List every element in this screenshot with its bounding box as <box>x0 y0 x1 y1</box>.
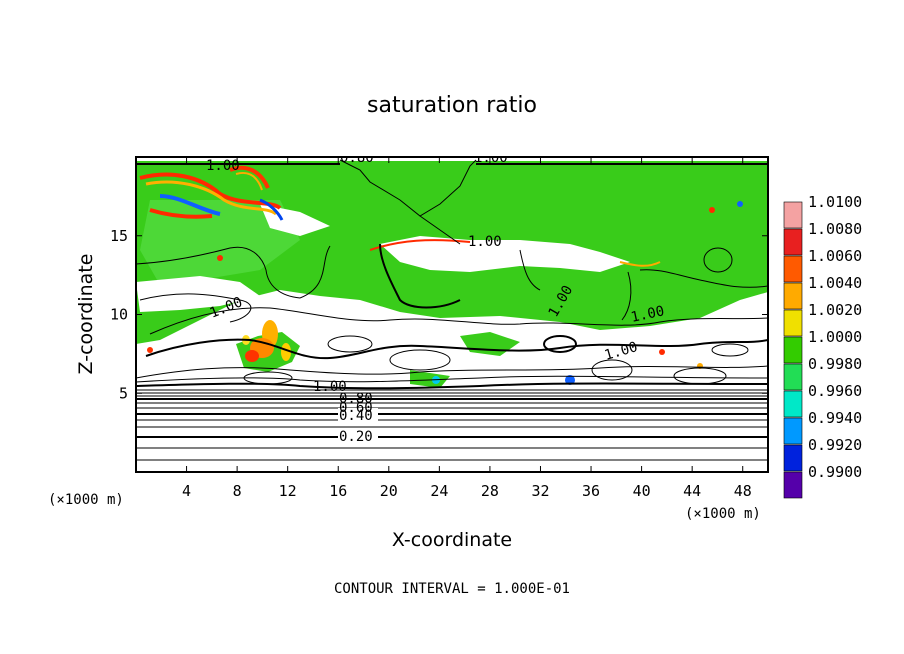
contour-interval-text: CONTOUR INTERVAL = 1.000E-01 <box>334 581 570 597</box>
contour-label-1: 0.40 <box>339 408 373 424</box>
colorbar-label: 1.0040 <box>808 274 862 292</box>
contour-label-6: 1.00 <box>468 234 502 250</box>
y-axis-ticks: 5 10 15 <box>110 227 768 402</box>
x-tick-label: 48 <box>734 482 752 500</box>
y-tick-label: 5 <box>119 384 128 402</box>
colorbar-swatch <box>783 309 803 337</box>
contour-label-2: 0.60 <box>339 400 373 416</box>
colorbar-swatch <box>783 282 803 310</box>
saturation-region-light <box>140 200 300 285</box>
contour-label-0: 0.20 <box>339 429 373 445</box>
y-unit-label: (×1000 m) <box>48 492 124 508</box>
colorbar-swatch <box>783 228 803 256</box>
x-tick-label: 12 <box>279 482 297 500</box>
colorbar-label: 1.0020 <box>808 301 862 319</box>
colorbar-label: 0.9900 <box>808 463 862 481</box>
y-axis-label: Z-coordinate <box>75 254 97 375</box>
colorbar-swatch <box>783 471 803 499</box>
colorbar-label: 1.0100 <box>808 193 862 211</box>
field-layer: 0.20 0.40 0.60 0.80 1.00 1.00 1.00 1.00 … <box>136 150 768 472</box>
x-tick-label: 8 <box>233 482 242 500</box>
colorbar-swatch <box>783 417 803 445</box>
colorbar-label: 0.9960 <box>808 382 862 400</box>
x-tick-label: 24 <box>430 482 448 500</box>
colorbar-label: 0.9980 <box>808 355 862 373</box>
x-tick-label: 44 <box>683 482 701 500</box>
x-tick-label: 4 <box>182 482 191 500</box>
x-axis-ticks: 4 8 12 16 20 24 28 32 36 40 44 48 <box>182 157 752 500</box>
x-tick-label: 40 <box>633 482 651 500</box>
saturation-patch-low-3 <box>410 370 450 388</box>
contour-label-8: 1.00 <box>630 303 666 326</box>
x-unit-label: (×1000 m) <box>685 506 761 522</box>
colorbar-label: 0.9940 <box>808 409 862 427</box>
chart-title: saturation ratio <box>367 93 537 118</box>
colorbar-label: 1.0060 <box>808 247 862 265</box>
colorbar-swatch <box>783 390 803 418</box>
colorbar-label: 1.0080 <box>808 220 862 238</box>
x-tick-label: 16 <box>329 482 347 500</box>
y-tick-label: 15 <box>110 227 128 245</box>
anomaly-marks <box>139 165 743 385</box>
contour-label-11: 0.80 <box>340 150 374 166</box>
contour-label-12: 1.00 <box>474 150 508 166</box>
colorbar-swatch <box>783 444 803 472</box>
colorbar-label: 1.0000 <box>808 328 862 346</box>
colorbar-swatch <box>783 363 803 391</box>
y-tick-label: 10 <box>110 306 128 324</box>
colorbar-swatch <box>783 336 803 364</box>
x-tick-label: 32 <box>531 482 549 500</box>
colorbar: 1.0100 1.0080 1.0060 1.0040 1.0020 1.0000 0.99… <box>783 193 862 499</box>
x-tick-label: 28 <box>481 482 499 500</box>
x-axis-label: X-coordinate <box>392 529 512 551</box>
colorbar-label: 0.9920 <box>808 436 862 454</box>
contour-label-4: 1.00 <box>313 379 347 395</box>
contour-lines <box>136 159 768 461</box>
contour-label-10: 1.00 <box>206 158 240 174</box>
colorbar-swatch <box>783 255 803 283</box>
x-tick-label: 36 <box>582 482 600 500</box>
colorbar-swatch <box>783 201 803 229</box>
contour-label-3: 0.80 <box>339 391 373 407</box>
dry-region-upper <box>380 236 630 272</box>
x-tick-label: 20 <box>380 482 398 500</box>
